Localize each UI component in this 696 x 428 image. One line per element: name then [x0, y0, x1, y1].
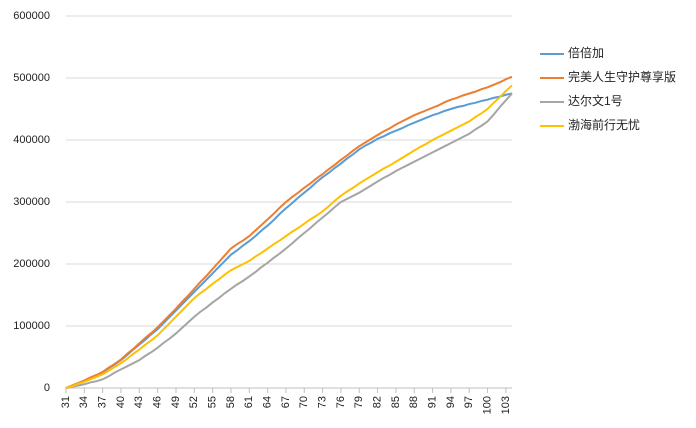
series-line [65, 92, 513, 389]
legend-label: 完美人生守护尊享版 [568, 69, 676, 84]
x-tick-label: 40 [115, 396, 127, 408]
x-tick-label: 34 [78, 396, 90, 408]
x-tick-label: 37 [97, 396, 109, 408]
y-tick-label: 300000 [13, 196, 50, 208]
y-tick-label: 100000 [13, 320, 50, 332]
series-line [65, 92, 513, 389]
y-tick-label: 200000 [13, 258, 50, 270]
x-tick-label: 91 [426, 396, 438, 408]
x-tick-label: 70 [298, 396, 310, 408]
x-tick-label: 46 [152, 396, 164, 408]
x-tick-label: 100 [481, 396, 493, 414]
y-tick-label: 0 [44, 382, 50, 394]
y-tick-label: 400000 [13, 134, 50, 146]
legend-label: 达尔文1号 [568, 93, 623, 108]
x-tick-label: 103 [500, 396, 512, 414]
series-line [65, 75, 513, 389]
x-tick-label: 67 [280, 396, 292, 408]
x-tick-label: 76 [335, 396, 347, 408]
y-tick-label: 600000 [13, 10, 50, 22]
x-tick-label: 94 [445, 396, 457, 408]
x-tick-label: 55 [207, 396, 219, 408]
x-tick-label: 82 [371, 396, 383, 408]
x-tick-label: 52 [188, 396, 200, 408]
x-tick-label: 97 [463, 396, 475, 408]
x-tick-label: 43 [133, 396, 145, 408]
x-tick-label: 49 [170, 396, 182, 408]
x-tick-label: 85 [390, 396, 402, 408]
x-tick-label: 31 [60, 396, 72, 408]
legend-label: 渤海前行无忧 [568, 117, 640, 132]
series-line [65, 84, 513, 389]
x-tick-label: 79 [353, 396, 365, 408]
x-tick-label: 73 [317, 396, 329, 408]
x-tick-label: 61 [243, 396, 255, 408]
x-tick-label: 58 [225, 396, 237, 408]
legend-label: 倍倍加 [568, 45, 604, 60]
x-tick-label: 88 [408, 396, 420, 408]
y-tick-label: 500000 [13, 72, 50, 84]
x-tick-label: 64 [262, 396, 274, 408]
